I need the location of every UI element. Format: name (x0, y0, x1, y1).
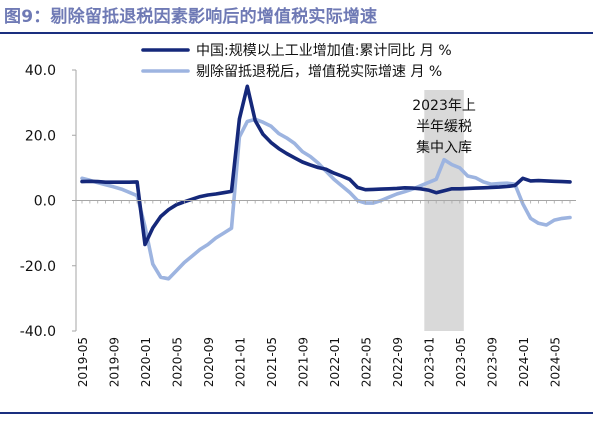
axis-layer (72, 69, 576, 332)
annotation-text-line: 半年缓税 (416, 119, 472, 135)
annotation-shade-band (424, 90, 464, 331)
x-tick-label: 2022-09 (391, 337, 405, 387)
figure-title: 图9：剔除留抵退税因素影响后的增值税实际增速 (4, 7, 378, 27)
x-tick-label: 2019-05 (76, 337, 90, 387)
bottom-rule (0, 412, 593, 414)
x-tick-label: 2024-05 (548, 337, 562, 387)
label-layer: 40.0 20.0 0.0 -20.0 -40.0 2019-05 2019-09 2020-… (20, 63, 563, 387)
x-tick-label: 2024-01 (517, 337, 531, 387)
x-tick-label: 2023-01 (422, 337, 436, 387)
x-tick-label: 2021-09 (296, 337, 310, 387)
legend-label-2: 剔除留抵退税后，增值税实际增速 月 % (196, 64, 442, 80)
x-tick-label: 2020-09 (202, 337, 216, 387)
title-rule (0, 32, 593, 34)
series-layer (80, 84, 572, 281)
x-tick-label: 2020-01 (139, 337, 153, 387)
x-tick-label: 2022-05 (359, 337, 373, 387)
legend-label-1: 中国:规模以上工业增加值:累计同比 月 % (196, 43, 452, 59)
x-tick-label: 2021-01 (233, 337, 247, 387)
x-tick-label: 2022-01 (328, 337, 342, 387)
y-tick-label: 0.0 (34, 194, 56, 210)
y-tick-label: 40.0 (25, 63, 56, 79)
shade-layer (424, 90, 464, 331)
y-tick-label: -40.0 (20, 324, 56, 340)
annotation-text-line: 集中入库 (416, 139, 472, 156)
series-line-1 (80, 84, 572, 247)
x-tick-label: 2020-05 (171, 337, 185, 387)
x-tick-label: 2023-05 (454, 337, 468, 387)
x-tick-label: 2021-05 (265, 337, 279, 387)
x-tick-label: 2023-09 (485, 337, 499, 387)
series-line-2 (80, 117, 572, 281)
annotation-text-line: 2023年上 (412, 98, 476, 114)
legend-layer: 中国:规模以上工业增加值:累计同比 月 % 剔除留抵退税后，增值税实际增速 月 % (141, 43, 452, 80)
y-tick-label: 20.0 (25, 128, 56, 144)
x-tick-label: 2019-09 (108, 337, 122, 387)
y-tick-label: -20.0 (20, 259, 56, 275)
